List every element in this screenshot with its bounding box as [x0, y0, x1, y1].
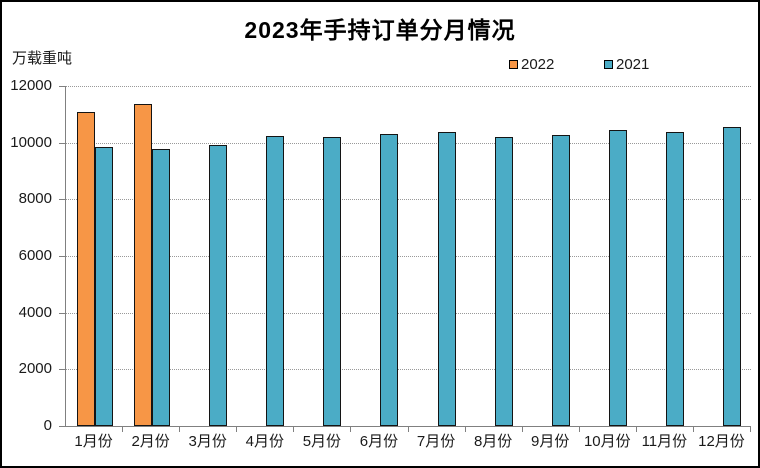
- plot-area: [65, 86, 751, 427]
- x-tick-label: 4月份: [245, 433, 284, 450]
- x-tick-label: 8月份: [473, 433, 513, 450]
- x-axis-tick: [465, 427, 466, 432]
- gridline: [66, 142, 751, 144]
- y-tick-label: 0: [43, 417, 52, 434]
- chart-title: 2023年手持订单分月情况: [244, 17, 516, 43]
- x-tick-label: 1月份: [74, 433, 113, 450]
- x-axis-tick: [750, 427, 751, 432]
- y-tick-label: 10000: [10, 133, 52, 151]
- y-axis-tick: [59, 369, 65, 371]
- x-axis-tick: [293, 427, 294, 432]
- y-axis-tick: [59, 426, 65, 427]
- legend-item-2021: 2021: [604, 55, 650, 73]
- x-axis-tick: [579, 427, 580, 432]
- y-tick-label: 8000: [18, 190, 52, 208]
- bar-2022-1月份: [77, 111, 95, 426]
- y-tick-label: 4000: [18, 303, 52, 321]
- y-axis-tick: [59, 199, 65, 201]
- y-axis-tick: [59, 256, 65, 257]
- legend-item-2022: 2022: [509, 55, 555, 73]
- bar-2021-6月份: [380, 134, 399, 426]
- bar-2021-9月份: [551, 134, 570, 426]
- x-tick-label: 12月份: [698, 433, 745, 450]
- x-axis-tick: [522, 427, 523, 432]
- bar-2021-4月份: [266, 135, 285, 426]
- x-axis-tick: [408, 427, 409, 432]
- x-tick-label: 3月份: [188, 433, 227, 450]
- x-axis-tick: [350, 427, 351, 432]
- bar-2021-10月份: [608, 130, 627, 426]
- bar-2021-8月份: [494, 136, 513, 426]
- y-axis-tick: [59, 86, 65, 87]
- bar-2021-1月份: [95, 147, 113, 426]
- bar-2021-7月份: [437, 132, 456, 426]
- gridline: [66, 312, 751, 314]
- bar-2022-2月份: [134, 103, 153, 426]
- legend-label: 2021: [616, 55, 650, 73]
- gridline: [66, 369, 751, 371]
- x-axis-tick: [236, 427, 237, 432]
- bar-2021-2月份: [152, 148, 171, 426]
- bar-2021-5月份: [323, 137, 342, 426]
- legend-label: 2022: [521, 55, 555, 73]
- x-tick-label: 2月份: [131, 433, 170, 450]
- x-tick-label: 5月份: [302, 433, 342, 450]
- gridline: [66, 86, 751, 87]
- bar-2021-12月份: [722, 127, 741, 426]
- y-tick-label: 6000: [18, 247, 52, 264]
- x-tick-label: 7月份: [416, 433, 456, 450]
- gridline: [66, 256, 751, 257]
- x-tick-label: 10月份: [583, 433, 631, 450]
- y-axis-unit-label: 万载重吨: [12, 50, 73, 67]
- y-axis-tick: [59, 312, 65, 314]
- x-tick-label: 6月份: [359, 433, 399, 450]
- legend-color-swatch-icon: [604, 59, 613, 69]
- x-tick-label: 9月份: [531, 433, 570, 450]
- x-axis-tick: [693, 427, 694, 432]
- gridline: [66, 199, 751, 201]
- legend-color-swatch-icon: [509, 59, 518, 69]
- x-axis-tick: [636, 427, 637, 432]
- y-tick-label: 12000: [10, 77, 52, 94]
- x-tick-label: 11月份: [641, 433, 688, 450]
- x-axis-tick: [179, 427, 180, 432]
- y-tick-label: 2000: [18, 360, 52, 378]
- y-axis-tick: [59, 142, 65, 144]
- x-axis-tick: [122, 427, 123, 432]
- bar-2021-3月份: [209, 145, 228, 426]
- bar-2021-11月份: [665, 132, 684, 426]
